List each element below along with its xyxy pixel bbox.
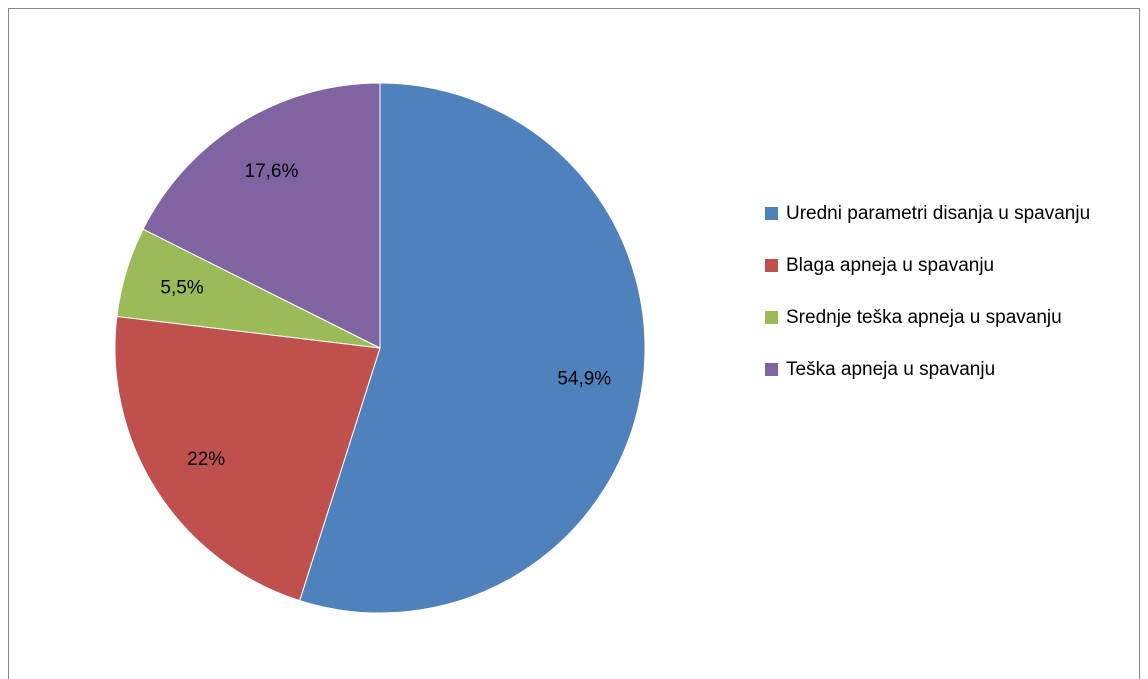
data-label: 5,5%: [160, 277, 203, 298]
legend-item: Srednje teška apneja u spavanju: [765, 304, 1135, 332]
legend-swatch: [765, 207, 778, 220]
legend-label: Uredni parametri disanja u spavanju: [786, 203, 1091, 224]
pie-slice: [299, 82, 646, 614]
data-label: 22%: [187, 449, 225, 470]
legend-item: Uredni parametri disanja u spavanju: [765, 200, 1135, 228]
legend-label: Blaga apneja u spavanju: [786, 255, 995, 276]
legend-label: Srednje teška apneja u spavanju: [786, 307, 1062, 328]
legend-item: Blaga apneja u spavanju: [765, 252, 1135, 280]
pie-slice: [114, 315, 381, 602]
data-label: 17,6%: [245, 161, 299, 182]
legend-swatch: [765, 259, 778, 272]
legend-swatch: [765, 363, 778, 376]
pie-slice: [142, 82, 381, 349]
data-label: 54,9%: [557, 369, 611, 390]
legend-label: Teška apneja u spavanju: [786, 359, 996, 380]
legend-item: Teška apneja u spavanju: [765, 356, 1135, 384]
legend: Uredni parametri disanja u spavanju Blaga…: [765, 200, 1135, 408]
legend-swatch: [765, 311, 778, 324]
frame: [8, 8, 1140, 679]
